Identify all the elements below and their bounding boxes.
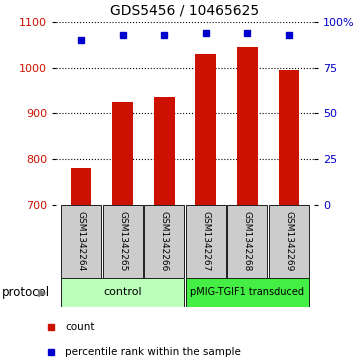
Title: GDS5456 / 10465625: GDS5456 / 10465625 xyxy=(110,4,260,18)
Text: GSM1342266: GSM1342266 xyxy=(160,211,169,272)
Bar xyxy=(61,205,101,278)
Bar xyxy=(103,205,143,278)
Bar xyxy=(237,47,258,205)
Text: GSM1342268: GSM1342268 xyxy=(243,211,252,272)
Bar xyxy=(186,205,226,278)
Bar xyxy=(195,54,216,205)
Text: GSM1342264: GSM1342264 xyxy=(77,211,86,272)
Bar xyxy=(70,168,91,205)
Bar xyxy=(227,205,268,278)
Text: GSM1342267: GSM1342267 xyxy=(201,211,210,272)
Text: protocol: protocol xyxy=(2,286,50,299)
Bar xyxy=(154,97,175,205)
Bar xyxy=(144,205,184,278)
Bar xyxy=(61,278,184,307)
Bar xyxy=(279,70,300,205)
Text: GSM1342265: GSM1342265 xyxy=(118,211,127,272)
Text: percentile rank within the sample: percentile rank within the sample xyxy=(65,347,241,356)
Text: pMIG-TGIF1 transduced: pMIG-TGIF1 transduced xyxy=(191,287,304,297)
Bar xyxy=(269,205,309,278)
Text: ▶: ▶ xyxy=(38,287,47,297)
Bar xyxy=(186,278,309,307)
Text: GSM1342269: GSM1342269 xyxy=(284,211,293,272)
Bar xyxy=(112,102,133,205)
Text: control: control xyxy=(103,287,142,297)
Text: count: count xyxy=(65,322,95,332)
